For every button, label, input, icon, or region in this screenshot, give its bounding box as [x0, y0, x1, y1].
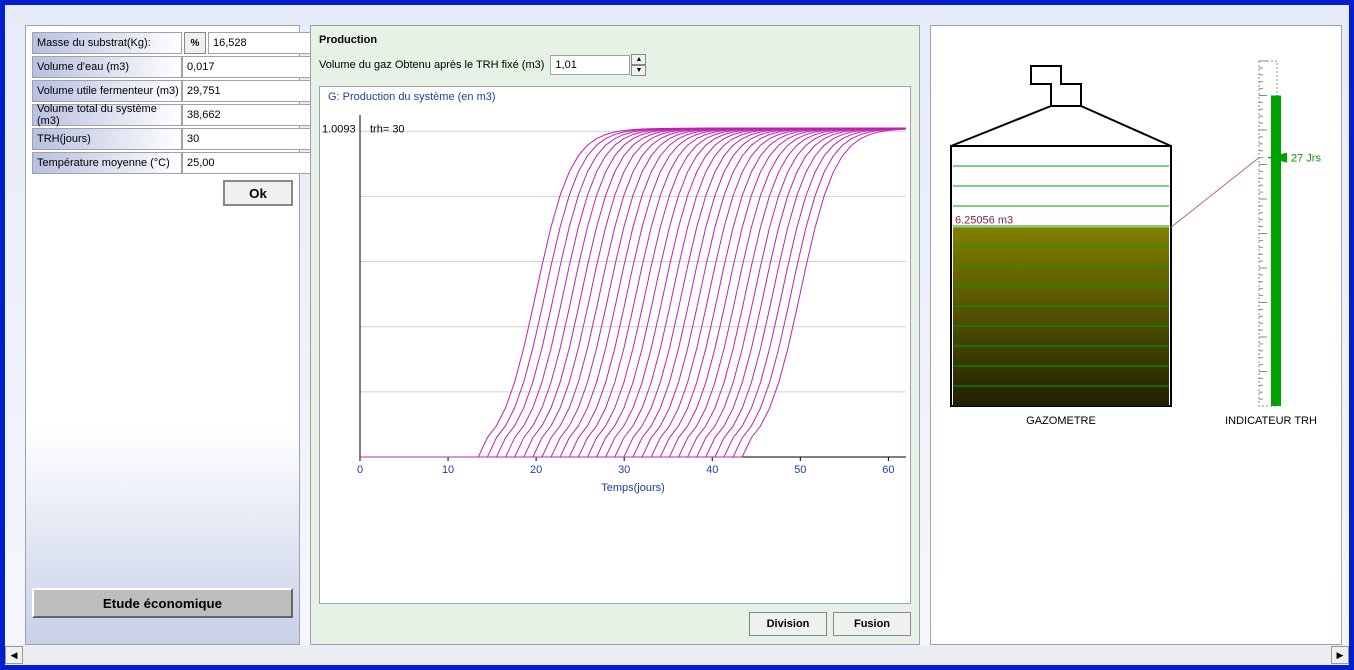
- etude-economique-button[interactable]: Etude économique: [32, 588, 293, 618]
- scroll-track[interactable]: [23, 646, 1331, 664]
- ok-button[interactable]: Ok: [223, 180, 293, 206]
- param-row: Volume total du système (m3)▲▼: [32, 104, 293, 126]
- production-header: Production: [319, 34, 911, 46]
- scroll-left-icon[interactable]: ◀: [5, 646, 23, 664]
- svg-text:27 Jrs: 27 Jrs: [1291, 153, 1321, 165]
- svg-text:trh= 30: trh= 30: [370, 123, 405, 135]
- svg-text:40: 40: [706, 464, 718, 476]
- svg-text:60: 60: [882, 464, 894, 476]
- percent-button[interactable]: %: [184, 32, 206, 54]
- volume-gaz-label: Volume du gaz Obtenu après le TRH fixé (…: [319, 59, 544, 71]
- svg-text:1.0093: 1.0093: [322, 123, 356, 135]
- horizontal-scrollbar[interactable]: ◀ ▶: [5, 645, 1349, 665]
- param-row: Masse du substrat(Kg):%▲▼: [32, 32, 293, 54]
- svg-text:Temps(jours): Temps(jours): [601, 482, 665, 494]
- svg-text:INDICATEUR TRH: INDICATEUR TRH: [1225, 415, 1317, 427]
- right-svg: 6.25056 m3 GAZOMETRE 27 Jrs INDICATEUR TRH: [941, 36, 1331, 436]
- chart-svg: 0 10 20 30 40 50 60 Temps(jours) 1.0093 trh= 30: [320, 107, 914, 497]
- param-label: Volume total du système (m3): [32, 104, 182, 126]
- param-row: TRH(jours)▲▼: [32, 128, 293, 150]
- gazometre-panel: 6.25056 m3 GAZOMETRE 27 Jrs INDICATEUR TRH: [930, 25, 1342, 645]
- spinner-down-icon[interactable]: ▼: [631, 65, 646, 76]
- param-label: TRH(jours): [32, 128, 182, 150]
- parameters-panel: Masse du substrat(Kg):%▲▼Volume d'eau (m…: [25, 25, 300, 645]
- param-label: Volume utile fermenteur (m3): [32, 80, 182, 102]
- svg-text:20: 20: [530, 464, 542, 476]
- production-panel: Production Volume du gaz Obtenu après le…: [310, 25, 920, 645]
- svg-text:0: 0: [357, 464, 363, 476]
- svg-text:50: 50: [794, 464, 806, 476]
- svg-text:30: 30: [618, 464, 630, 476]
- param-row: Volume d'eau (m3)▲▼: [32, 56, 293, 78]
- volume-gaz-input[interactable]: [550, 55, 630, 75]
- chart-title: G: Production du système (en m3): [320, 87, 910, 107]
- svg-text:6.25056 m3: 6.25056 m3: [955, 214, 1013, 226]
- content-area: Masse du substrat(Kg):%▲▼Volume d'eau (m…: [5, 5, 1349, 645]
- spinner-up-icon[interactable]: ▲: [631, 54, 646, 65]
- param-label: Volume d'eau (m3): [32, 56, 182, 78]
- production-chart: G: Production du système (en m3) 0 10 20 30…: [319, 86, 911, 604]
- scroll-right-icon[interactable]: ▶: [1331, 646, 1349, 664]
- param-row: Température moyenne (°C)▲▼: [32, 152, 293, 174]
- param-label: Masse du substrat(Kg):: [32, 32, 182, 54]
- svg-text:10: 10: [442, 464, 454, 476]
- app-window: Masse du substrat(Kg):%▲▼Volume d'eau (m…: [0, 0, 1354, 670]
- svg-text:GAZOMETRE: GAZOMETRE: [1026, 415, 1096, 427]
- fusion-button[interactable]: Fusion: [833, 612, 911, 636]
- param-label: Température moyenne (°C): [32, 152, 182, 174]
- division-button[interactable]: Division: [749, 612, 827, 636]
- param-row: Volume utile fermenteur (m3)▲▼: [32, 80, 293, 102]
